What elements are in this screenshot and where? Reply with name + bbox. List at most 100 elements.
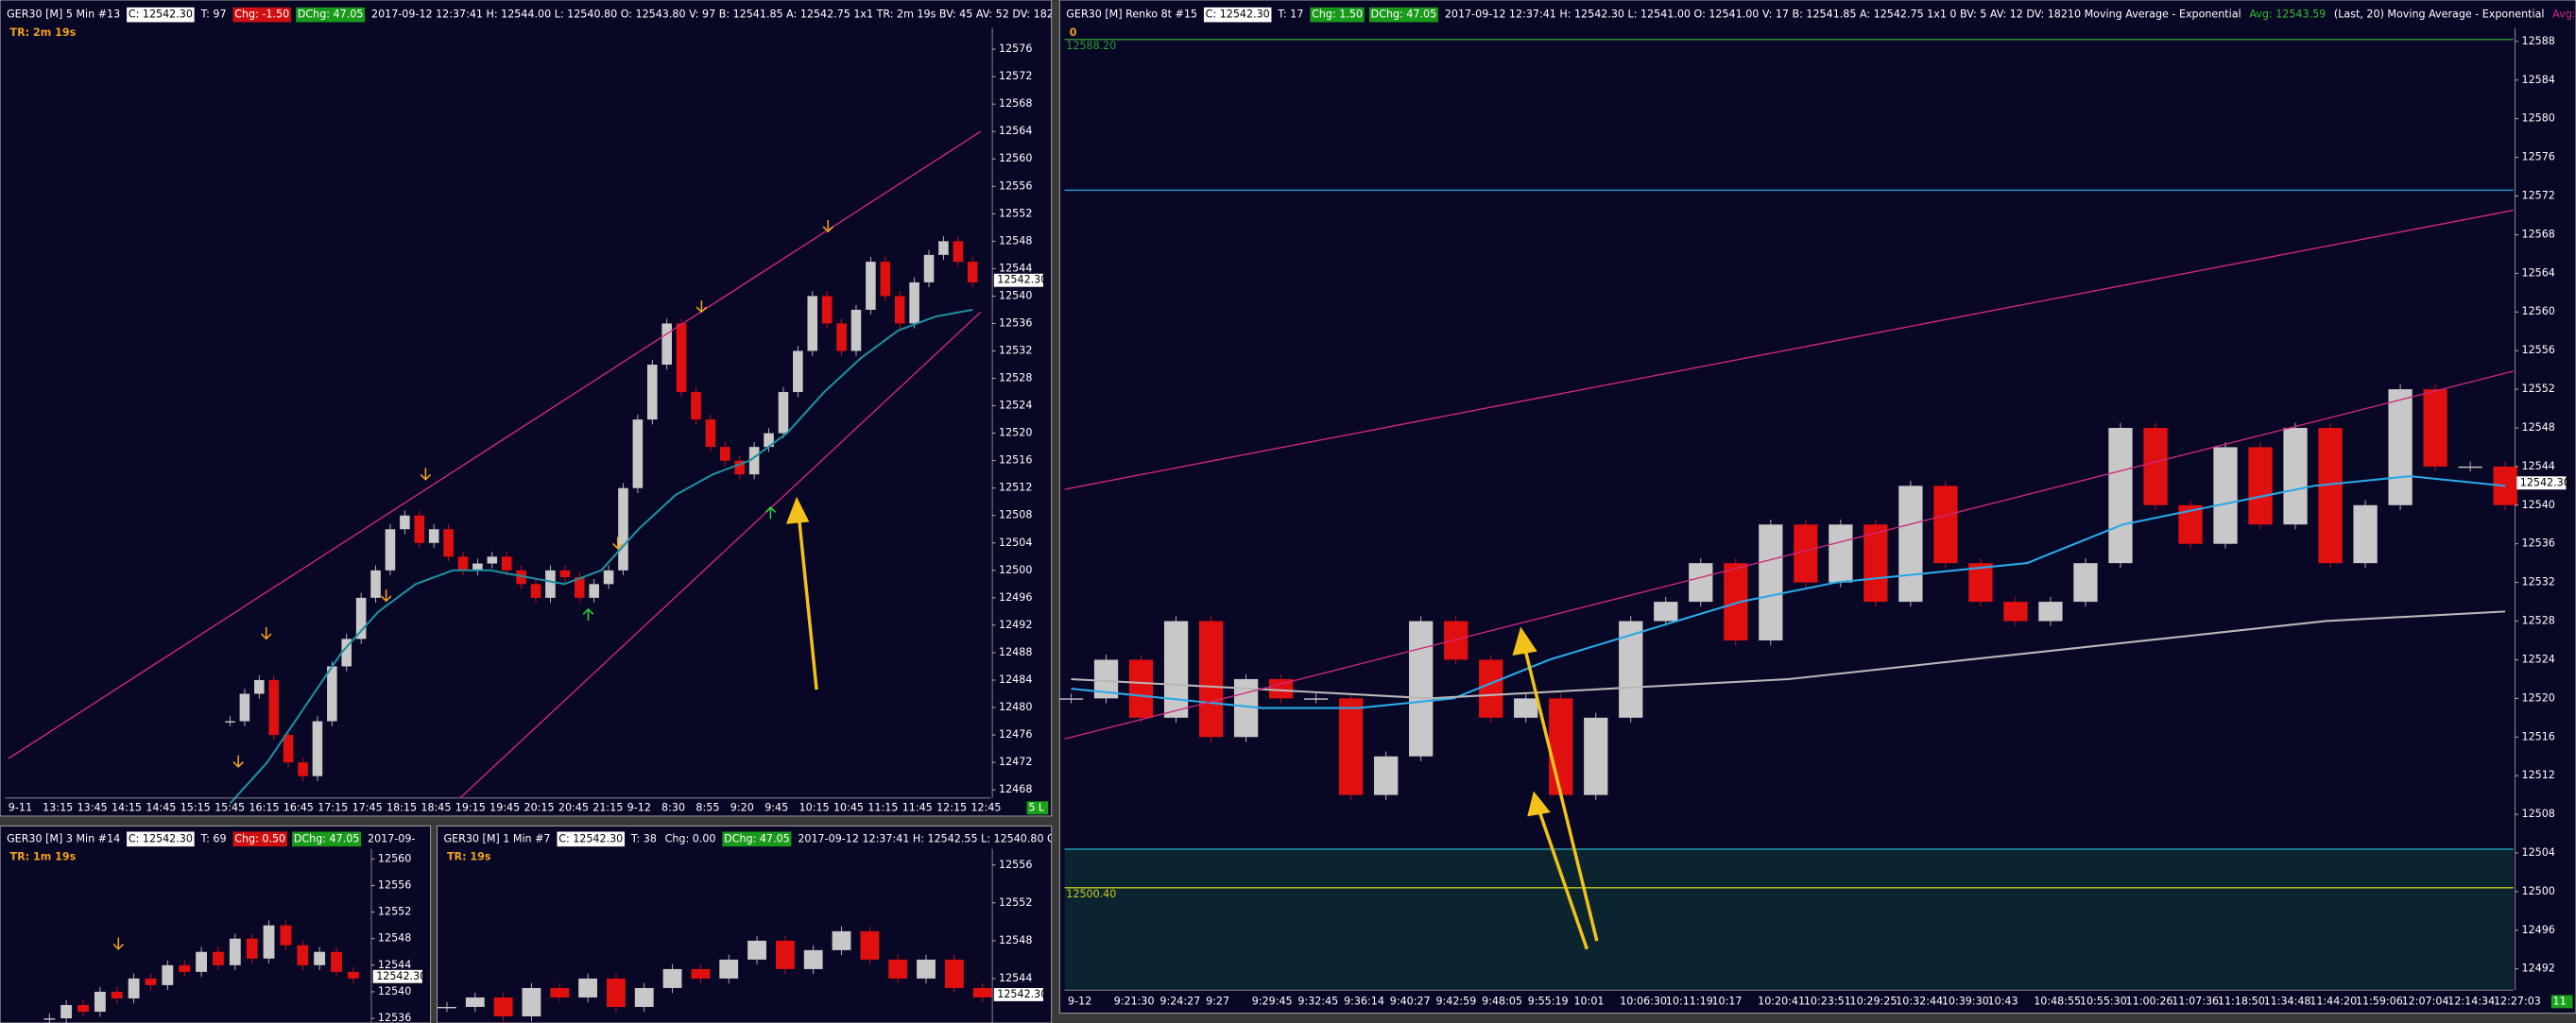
plot-area <box>43 920 359 1023</box>
y-tick-label: 12500 <box>2522 885 2555 897</box>
x-tick-label: 11:44:20 <box>2310 995 2357 1007</box>
last-price-label: 12542.30 <box>997 988 1047 1000</box>
y-tick-label: 12540 <box>378 985 411 997</box>
y-tick-label: 12568 <box>999 97 1032 110</box>
candle <box>574 577 585 598</box>
header-field: C: 12542.30 <box>1206 9 1270 21</box>
x-tick-label: 10:17 <box>1711 995 1742 1007</box>
header-field-bg <box>232 7 291 23</box>
header-field-bg <box>722 831 792 847</box>
y-tick-label: 12544 <box>999 262 1032 274</box>
y-tick-label: 12560 <box>999 152 1032 164</box>
x-tick-label: 10:39:30 <box>1942 995 1989 1007</box>
x-tick-label: 11:59:06 <box>2356 995 2403 1007</box>
candle <box>246 938 258 959</box>
candle <box>2038 602 2063 622</box>
candle <box>589 584 599 598</box>
y-tick-label: 12536 <box>999 316 1032 329</box>
candle <box>676 323 687 393</box>
x-tick-label: 11:45 <box>902 801 933 813</box>
candle <box>385 529 396 571</box>
candle <box>162 964 174 985</box>
candle <box>1059 698 1084 700</box>
candle <box>1303 698 1329 700</box>
header: GER30 [M] Renko 8t #15 C: 12542.30 T: 17 Ch… <box>1066 7 2576 23</box>
x-tick-label: 18:15 <box>386 801 417 813</box>
candle <box>60 1005 73 1019</box>
x-tick-label: 9:20 <box>730 801 754 813</box>
header-field-bg <box>1310 7 1365 23</box>
x-tick-label: 9:29:45 <box>1252 995 1293 1007</box>
x-tick-label: 9:40:27 <box>1390 995 1431 1007</box>
x-tick-label: 10:15 <box>799 801 830 813</box>
moving-average <box>1071 475 2506 709</box>
candle <box>2423 389 2447 467</box>
x-tick-label: 12:14:34 <box>2447 995 2495 1007</box>
y-tick-label: 12572 <box>999 70 1032 82</box>
candle <box>691 968 711 979</box>
x-tick-label: 9-12 <box>1068 995 1091 1007</box>
chart-panel: 12468 12472 12476 12480 12484 12488 12492 12496… <box>0 0 1053 817</box>
panel-bg <box>0 0 1053 817</box>
x-tick-label: 13:45 <box>77 801 108 813</box>
y-tick-label: 12472 <box>999 756 1032 768</box>
annotations <box>8 130 2514 950</box>
x-tick-label: 10:11:19 <box>1666 995 1713 1007</box>
header-field: DChg: 47.05 <box>1371 9 1436 21</box>
y-tick-label: 12564 <box>2522 266 2555 279</box>
header-field: C: 12542.30 <box>129 832 193 844</box>
candle <box>2283 427 2308 525</box>
badge: 5 L <box>1028 801 1045 813</box>
y-tick-label: 12512 <box>2522 769 2555 781</box>
x-tick-label: 12:07:04 <box>2402 995 2449 1007</box>
y-tick-label: 12512 <box>999 482 1032 494</box>
candle <box>2388 389 2413 505</box>
header-field: Chg: 0.00 <box>665 832 716 844</box>
moving-average <box>1071 610 2506 700</box>
candle <box>2458 466 2482 469</box>
header-field-bg <box>292 831 362 847</box>
candle <box>618 487 628 571</box>
header-field-bg <box>296 7 366 23</box>
signal-arrows-up <box>582 506 777 622</box>
x-tick-label: 10:20:41 <box>1758 995 1805 1007</box>
y-tick-label: 12548 <box>999 934 1032 946</box>
timer: TR: 19s <box>447 850 491 862</box>
y-tick-label: 12508 <box>999 509 1032 521</box>
y-tick-label: 12540 <box>2522 499 2555 511</box>
candle <box>428 529 439 543</box>
header-field-bg <box>1368 7 1438 23</box>
x-tick-label: 10:29:25 <box>1850 995 1898 1007</box>
header-field: Chg: 0.50 <box>234 832 285 844</box>
candle <box>2248 447 2273 525</box>
y-tick-label: 12524 <box>2522 653 2555 665</box>
plot-area <box>438 926 992 1022</box>
candle <box>179 964 191 972</box>
level-label: 12500.40 <box>1066 888 1116 900</box>
y-tick-label: 12576 <box>2522 151 2555 163</box>
candle <box>691 392 701 420</box>
trend-line <box>1064 209 2514 490</box>
x-tick-label: 9:21:30 <box>1114 995 1155 1007</box>
header-field-bg <box>127 831 195 847</box>
y-tick-label: 12540 <box>999 289 1032 301</box>
x-tick-label: 11:15 <box>867 801 898 813</box>
candle <box>1654 602 1678 622</box>
y-tick-label: 12552 <box>2522 383 2555 395</box>
yellow-arrows <box>785 496 1599 950</box>
x-tick-label: 10:32:44 <box>1896 995 1943 1007</box>
y-tick-label: 12548 <box>999 234 1032 247</box>
chart-panel: 12588.20 12500.40 12492 12496 12500 12504 1250… <box>1058 0 2576 1014</box>
candle <box>438 1006 456 1009</box>
candle <box>501 556 512 571</box>
x-tick-label: 10:55:30 <box>2080 995 2127 1007</box>
y-tick-label: 12560 <box>2522 305 2555 317</box>
x-tick-label: 9:32:45 <box>1297 995 1338 1007</box>
x-tick-label: 13:15 <box>43 801 73 813</box>
y-tick-label: 12552 <box>999 207 1032 219</box>
candle <box>793 350 803 393</box>
y-tick-label: 12544 <box>999 972 1032 984</box>
trend-line <box>459 311 982 799</box>
candle <box>254 679 265 694</box>
